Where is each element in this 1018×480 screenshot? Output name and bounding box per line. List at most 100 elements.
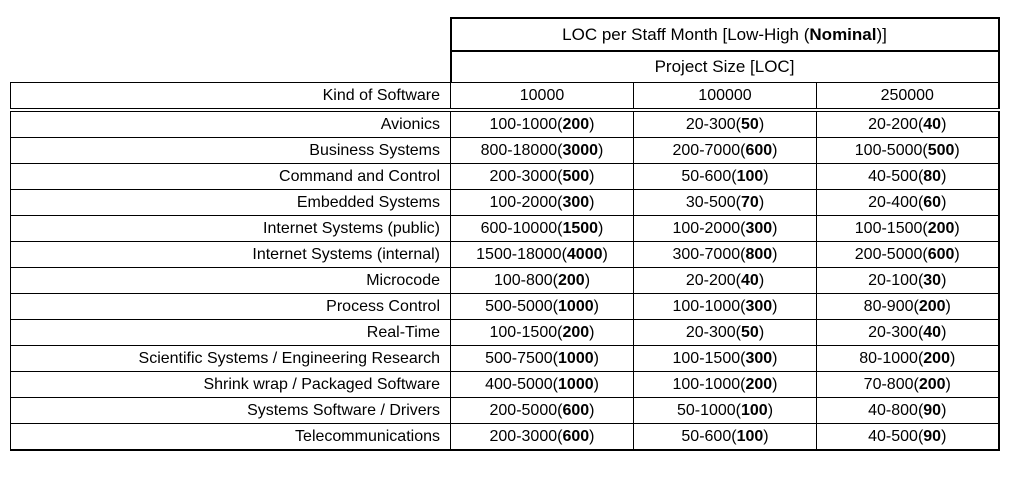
nominal-value: 300 [745,297,773,315]
software-kind-cell: Systems Software / Drivers [10,397,451,424]
loc-range-cell: 40-500(80) [815,163,1000,190]
loc-range-cell: 200-3000(500) [450,163,634,190]
low-high-range-text: 100-1500( [489,323,563,341]
loc-range-cell: 200-5000(600) [450,397,634,424]
loc-range-cell: 300-7000(800) [633,241,817,268]
loc-range-cell: 500-5000(1000) [450,293,634,320]
blank-cell [11,51,451,83]
low-high-range-text: 600-10000( [480,219,563,237]
table-row: Telecommunications 200-3000(600) 50-600(10… [10,423,1000,451]
close-paren-text: ) [941,427,947,445]
software-kind-cell: Microcode [10,267,451,294]
close-paren-text: ) [767,401,774,419]
low-high-range-text: 50-600( [681,427,737,445]
loc-range-cell: 20-200(40) [633,267,817,294]
low-high-range-text: 50-1000( [676,401,741,419]
loc-range-cell: 100-2000(300) [633,215,817,242]
software-kind-cell: Internet Systems (public) [10,215,451,242]
close-paren-text: ) [772,245,778,263]
close-paren-text: ) [772,141,778,159]
loc-range-cell: 800-18000(3000) [450,137,634,164]
close-paren-text: ) [593,349,599,367]
nominal-value: 200 [918,375,946,393]
blank-cell [11,18,451,51]
nominal-value: 200 [562,323,590,341]
loc-range-cell: 20-300(40) [815,319,1000,346]
low-high-range-text: 30-500( [685,193,742,211]
close-paren-text: ) [598,141,604,159]
close-paren-text: ) [941,323,947,341]
nominal-value: 100 [741,401,768,419]
nominal-value: 200 [562,115,590,133]
close-paren-text: ) [589,427,595,445]
software-kind-cell: Telecommunications [10,423,451,451]
loc-range-cell: 100-1000(300) [633,293,817,320]
low-high-range-text: 80-1000( [859,349,924,367]
low-high-range-text: 20-100( [868,271,924,289]
low-high-range-text: 100-1500( [854,219,928,237]
table-row: Real-Time 100-1500(200) 20-300(50) 20-300(4… [10,319,1000,346]
close-paren-text: ) [589,401,595,419]
low-high-range-text: 100-1000( [672,297,746,315]
nominal-value: 1000 [558,375,594,393]
table-row: Shrink wrap / Packaged Software 400-5000(… [10,371,1000,398]
close-paren-text: ) [758,115,765,133]
close-paren-text: ) [772,349,778,367]
low-high-range-text: 80-900( [863,297,919,315]
close-paren-text: ) [772,219,778,237]
close-paren-text: ) [758,271,765,289]
table-row: Scientific Systems / Engineering Researc… [10,345,1000,372]
low-high-range-text: 1500-18000( [476,245,567,263]
close-paren-text: ) [954,245,960,263]
close-paren-text: ) [589,115,595,133]
loc-range-cell: 20-300(50) [633,110,817,138]
low-high-range-text: 200-3000( [489,167,563,185]
table-row: Internet Systems (internal) 1500-18000(40… [10,241,1000,268]
close-paren-text: ) [589,323,595,341]
nominal-value: 90 [923,427,942,445]
close-paren-text: ) [763,167,769,185]
close-paren-text: ) [941,167,947,185]
nominal-value: 80 [923,167,942,185]
low-high-range-text: 40-500( [868,167,924,185]
nominal-value: 500 [927,141,955,159]
loc-range-cell: 100-1000(200) [633,371,817,398]
title-text: LOC per Staff Month [Low-High ( [562,24,810,44]
project-size-header: Project Size [LOC] [449,51,1000,83]
software-kind-cell: Business Systems [10,137,451,164]
nominal-value: 1000 [558,297,594,315]
nominal-value: 200 [558,271,585,289]
size-column-header-100000: 100000 [633,82,817,112]
column-header-row: Kind of Software 10000 100000 250000 [10,82,1000,112]
loc-range-cell: 80-1000(200) [815,345,1000,372]
software-kind-cell: Real-Time [10,319,451,346]
low-high-range-text: 400-5000( [485,375,559,393]
loc-range-cell: 200-3000(600) [450,423,634,451]
loc-range-cell: 200-5000(600) [815,241,1000,268]
nominal-value: 1500 [562,219,599,237]
loc-range-cell: 50-600(100) [633,423,817,451]
low-high-range-text: 50-600( [681,167,737,185]
title-row: LOC per Staff Month [Low-High (Nominal)] [11,17,1000,52]
loc-range-cell: 600-10000(1500) [450,215,634,242]
nominal-value: 50 [741,115,759,133]
close-paren-text: ) [772,297,778,315]
loc-range-cell: 200-7000(600) [633,137,817,164]
loc-range-cell: 500-7500(1000) [450,345,634,372]
low-high-range-text: 100-1500( [672,349,746,367]
close-paren-text: ) [598,219,604,237]
kind-of-software-header: Kind of Software [10,82,451,112]
low-high-range-text: 40-500( [868,427,924,445]
loc-range-cell: 400-5000(1000) [450,371,634,398]
nominal-value: 90 [923,401,942,419]
close-paren-text: ) [602,245,608,263]
close-paren-text: ) [589,193,595,211]
table-row: Internet Systems (public) 600-10000(1500)… [10,215,1000,242]
table-row: Process Control 500-5000(1000) 100-1000(30… [10,293,1000,320]
low-high-range-text: 800-18000( [480,141,563,159]
close-paren-text: ) [949,349,956,367]
nominal-value: 600 [562,427,590,445]
table-row: Systems Software / Drivers 200-5000(600) 5… [10,397,1000,424]
close-paren-text: ) [954,219,960,237]
